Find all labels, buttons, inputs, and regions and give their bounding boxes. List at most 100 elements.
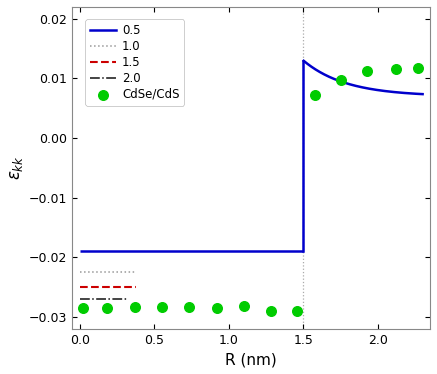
1.0	[115, 270, 120, 274]
2.0	[90, 297, 95, 301]
1.5	[132, 285, 138, 289]
2.0	[82, 297, 87, 301]
1.5	[86, 285, 91, 289]
0.5	[388, 89, 393, 94]
2.0	[121, 297, 126, 301]
1.5	[109, 285, 114, 289]
1.5	[93, 285, 98, 289]
0.5	[376, 88, 381, 92]
1.5	[96, 285, 101, 289]
1.5	[131, 285, 136, 289]
Point	[392, 67, 399, 73]
2.0	[116, 297, 121, 301]
2.0	[81, 297, 86, 301]
1.0	[77, 270, 83, 274]
2.0	[113, 297, 118, 301]
2.0	[88, 297, 94, 301]
2.0	[93, 297, 98, 301]
0.5	[301, 59, 306, 63]
2.0	[80, 297, 85, 301]
2.0	[111, 297, 117, 301]
2.0	[115, 297, 120, 301]
1.0	[121, 270, 126, 274]
1.5	[87, 285, 93, 289]
1.0	[109, 270, 114, 274]
1.0	[131, 270, 136, 274]
1.0	[112, 270, 117, 274]
1.5	[94, 285, 100, 289]
0.5	[420, 92, 425, 96]
1.0	[134, 270, 139, 274]
1.5	[92, 285, 97, 289]
1.0	[90, 270, 96, 274]
1.5	[128, 285, 133, 289]
1.5	[134, 285, 139, 289]
0.5	[387, 89, 392, 94]
X-axis label: R (nm): R (nm)	[225, 352, 277, 367]
1.5	[108, 285, 113, 289]
2.0	[84, 297, 90, 301]
CdSe/CdS	[240, 303, 247, 309]
1.0	[132, 270, 138, 274]
2.0	[99, 297, 104, 301]
1.0	[99, 270, 104, 274]
1.5	[79, 285, 84, 289]
1.5	[99, 285, 104, 289]
1.0	[87, 270, 93, 274]
1.0	[106, 270, 111, 274]
2.0	[118, 297, 123, 301]
1.0	[82, 270, 87, 274]
1.0	[80, 270, 85, 274]
1.0	[116, 270, 121, 274]
1.5	[84, 285, 90, 289]
2.0	[98, 297, 103, 301]
1.0	[118, 270, 123, 274]
Point	[364, 68, 371, 74]
Point	[337, 77, 344, 83]
2.0	[90, 297, 96, 301]
Line: 0.5: 0.5	[304, 61, 423, 94]
1.5	[80, 285, 85, 289]
2.0	[107, 297, 112, 301]
2.0	[108, 297, 113, 301]
0.5	[348, 82, 354, 87]
1.0	[97, 270, 103, 274]
Point	[312, 92, 319, 98]
2.0	[109, 297, 114, 301]
2.0	[101, 297, 106, 301]
1.5	[105, 285, 110, 289]
1.0	[101, 270, 106, 274]
1.5	[82, 285, 87, 289]
1.0	[108, 270, 113, 274]
1.5	[112, 285, 117, 289]
1.0	[86, 270, 91, 274]
CdSe/CdS	[267, 308, 274, 314]
1.5	[124, 285, 129, 289]
2.0	[125, 297, 130, 301]
1.5	[83, 285, 88, 289]
Legend: 0.5, 1.0, 1.5, 2.0, CdSe/CdS: 0.5, 1.0, 1.5, 2.0, CdSe/CdS	[85, 19, 184, 105]
1.5	[103, 285, 108, 289]
2.0	[78, 297, 83, 301]
1.5	[122, 285, 128, 289]
1.0	[103, 270, 108, 274]
2.0	[94, 297, 100, 301]
2.0	[104, 297, 109, 301]
1.0	[127, 270, 132, 274]
CdSe/CdS	[185, 304, 192, 310]
2.0	[102, 297, 107, 301]
1.5	[102, 285, 107, 289]
Y-axis label: $\varepsilon_{kk}$: $\varepsilon_{kk}$	[7, 155, 25, 180]
Point	[415, 65, 422, 71]
1.0	[114, 270, 119, 274]
1.0	[79, 270, 84, 274]
1.0	[94, 270, 100, 274]
1.5	[97, 285, 103, 289]
2.0	[92, 297, 97, 301]
1.0	[124, 270, 129, 274]
CdSe/CdS	[294, 308, 301, 314]
1.0	[119, 270, 125, 274]
1.5	[129, 285, 135, 289]
1.5	[116, 285, 121, 289]
2.0	[97, 297, 102, 301]
